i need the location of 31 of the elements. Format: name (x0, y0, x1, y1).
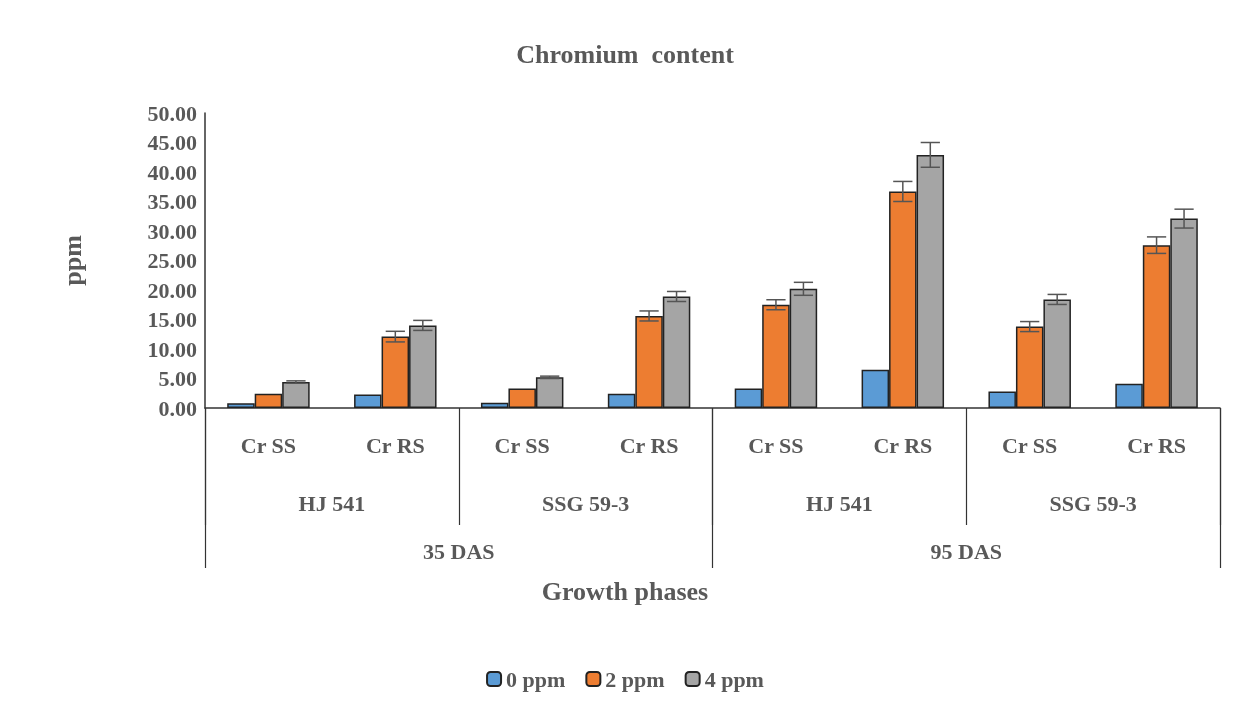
x-axis-title: Growth phases (541, 576, 709, 606)
x-tick-label: Cr RS (365, 432, 425, 458)
text: 95 DAS (930, 538, 1003, 564)
x-tick-label: Cr SS (748, 432, 804, 458)
text: HJ 541 (298, 490, 366, 516)
text: 35 DAS (422, 538, 495, 564)
x-tick-label: Cr RS (619, 432, 679, 458)
chart-title: Chromium content (516, 39, 735, 69)
text: SSG 59-3 (1049, 490, 1137, 516)
legend-label: 2 ppm (605, 666, 665, 692)
x-tick-label: Cr RS (873, 432, 933, 458)
text: HJ 541 (806, 490, 873, 516)
x-tick-label: Cr SS (240, 432, 297, 458)
legend-label: 0 ppm (506, 666, 566, 692)
y-tick-label: 35.00 (147, 189, 197, 214)
y-tick-label: 20.00 (147, 277, 197, 303)
y-axis-title: ppm (57, 234, 87, 286)
y-tick-label: 45.00 (147, 130, 197, 155)
y-tick-label: 40.00 (147, 159, 197, 185)
legend-label: 4 ppm (704, 666, 764, 692)
y-tick-label: 15.00 (147, 307, 197, 332)
y-tick-label: 25.00 (147, 248, 197, 273)
x-tick-label: Cr SS (1002, 432, 1058, 458)
x-tick-label: Cr SS (494, 432, 550, 458)
text: SSG 59-3 (541, 490, 630, 516)
x-tick-label: Cr RS (1127, 432, 1187, 458)
y-tick-label: 0.00 (158, 395, 197, 421)
y-tick-label: 30.00 (147, 218, 197, 244)
y-tick-label: 10.00 (147, 336, 197, 362)
y-tick-label: 5.00 (158, 366, 197, 391)
y-tick-label: 50.00 (147, 100, 197, 126)
